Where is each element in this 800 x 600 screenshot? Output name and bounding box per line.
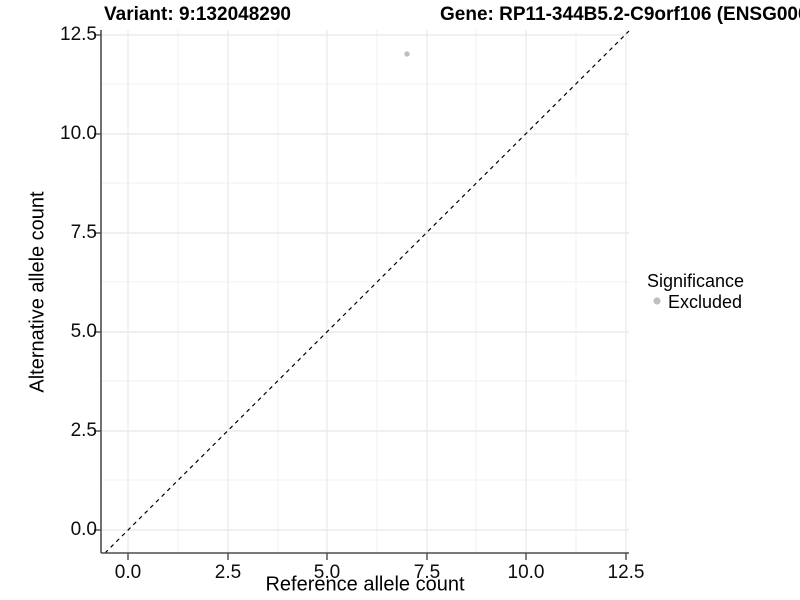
legend-title: Significance [647,271,745,291]
y-tick-label: 0.0 [70,519,97,540]
y-tick-label: 12.5 [60,24,97,45]
y-tick-label: 10.0 [60,123,97,144]
y-axis-title: Alternative allele count [26,191,49,393]
x-tick-label: 2.5 [214,562,242,583]
tick-marks [94,34,627,560]
legend-key-point [653,297,661,305]
y-tick-label: 7.5 [70,222,97,243]
y-tick-label: 5.0 [70,321,97,342]
x-axis-title: Reference allele count [265,573,465,596]
major-gridlines [101,30,629,553]
identity-line [104,30,630,554]
data-point [404,51,410,57]
x-tick-label: 5.0 [313,562,341,583]
x-tick-label: 12.5 [607,562,645,583]
x-tick-label: 0.0 [114,562,142,583]
y-tick-label: 2.5 [70,420,97,441]
minor-gridlines [101,30,629,553]
plot-title-gene: Gene: RP11-344B5.2-C9orf106 (ENSG000002 [440,4,800,25]
x-tick-label: 7.5 [413,562,441,583]
axis-lines [100,30,629,554]
plot-title-variant: Variant: 9:132048290 [104,4,291,25]
legend-entry-excluded: Excluded [668,292,743,312]
x-tick-label: 10.0 [507,562,545,583]
